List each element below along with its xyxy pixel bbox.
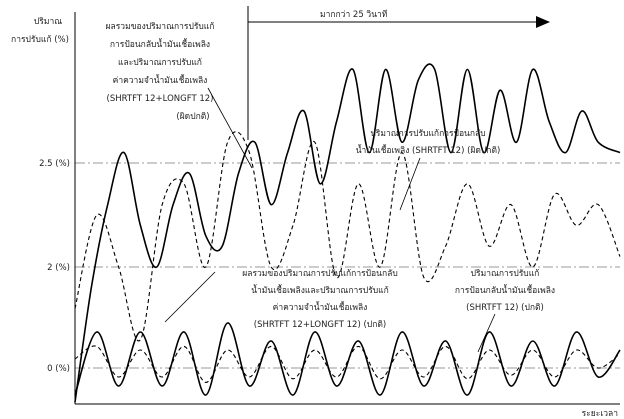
annotation-line: (SHRTFT 12+LONGFT 12) — [107, 94, 214, 104]
series-line-3 — [74, 322, 621, 396]
annotation-line: ปริมาณการปรับแก้ — [471, 268, 540, 279]
annotation-feedback-abnormal: ปริมาณการปรับแก้การป้อนกลับ น้ำมันเชื้อเ… — [356, 128, 501, 211]
leader-line — [477, 313, 496, 353]
y-axis-title-line2: การปรับแก้ (%) — [11, 34, 69, 45]
annotation-line: (SHRTFT 12) (ปกติ) — [466, 303, 544, 313]
leader-line — [399, 157, 421, 211]
annotation-feedback-normal: ปริมาณการปรับแก้ การป้อนกลับน้ำมันเชื้อเ… — [455, 268, 555, 353]
annotation-line: และปริมาณการปรับแก้ — [118, 57, 202, 68]
annotation-total-normal: ผลรวมของปริมาณการปรับแก้การป้อนกลับ น้ำม… — [164, 268, 398, 330]
annotation-line: น้ำมันเชื้อเพลิงและปริมาณการปรับแก้ — [251, 284, 389, 296]
y-tick-label: 2 (%) — [47, 263, 70, 273]
leader-line — [164, 271, 216, 323]
x-axis-title: ระยะเวลา — [582, 409, 618, 419]
series-line-2 — [74, 131, 621, 342]
annotation-line: ผลรวมของปริมาณการปรับแก้ — [106, 21, 215, 32]
annotation-line: (SHRTFT 12+LONGFT 12) (ปกติ) — [254, 320, 386, 330]
annotation-line: (ผิดปกติ) — [176, 112, 209, 122]
y-ticks: 2.5 (%) 2 (%) 0 (%) — [39, 159, 70, 374]
leader-line — [207, 87, 253, 169]
y-tick-label: 2.5 (%) — [39, 159, 70, 169]
annotation-line: การป้อนกลับน้ำมันเชื้อเพลิง — [455, 284, 555, 296]
arrow-head — [536, 16, 550, 28]
annotation-line: ปริมาณการปรับแก้การป้อนกลับ — [370, 128, 485, 139]
annotation-total-abnormal: ผลรวมของปริมาณการปรับแก้ การป้อนกลับน้ำม… — [106, 21, 253, 169]
y-axis-title-line1: ปริมาณ — [34, 17, 62, 27]
annotation-line: ผลรวมของปริมาณการปรับแก้การป้อนกลับ — [242, 268, 397, 279]
annotation-line: การป้อนกลับน้ำมันเชื้อเพลิง — [110, 38, 210, 50]
grid — [75, 162, 620, 369]
time-marker: มากกว่า 25 วินาที — [247, 6, 550, 140]
annotation-line: น้ำมันเชื้อเพลิง (SHRTFT 12) (ผิดปกติ) — [356, 144, 501, 156]
arrow-label: มากกว่า 25 วินาที — [320, 9, 388, 20]
series-line-4 — [74, 345, 621, 383]
axes — [74, 12, 620, 405]
series-line-1 — [74, 63, 621, 403]
y-tick-label: 0 (%) — [47, 364, 70, 374]
series-group — [74, 63, 621, 403]
annotation-line: ค่าความจำน้ำมันเชื้อเพลิง — [273, 301, 368, 313]
annotation-line: ค่าความจำน้ำมันเชื้อเพลิง — [113, 74, 208, 86]
